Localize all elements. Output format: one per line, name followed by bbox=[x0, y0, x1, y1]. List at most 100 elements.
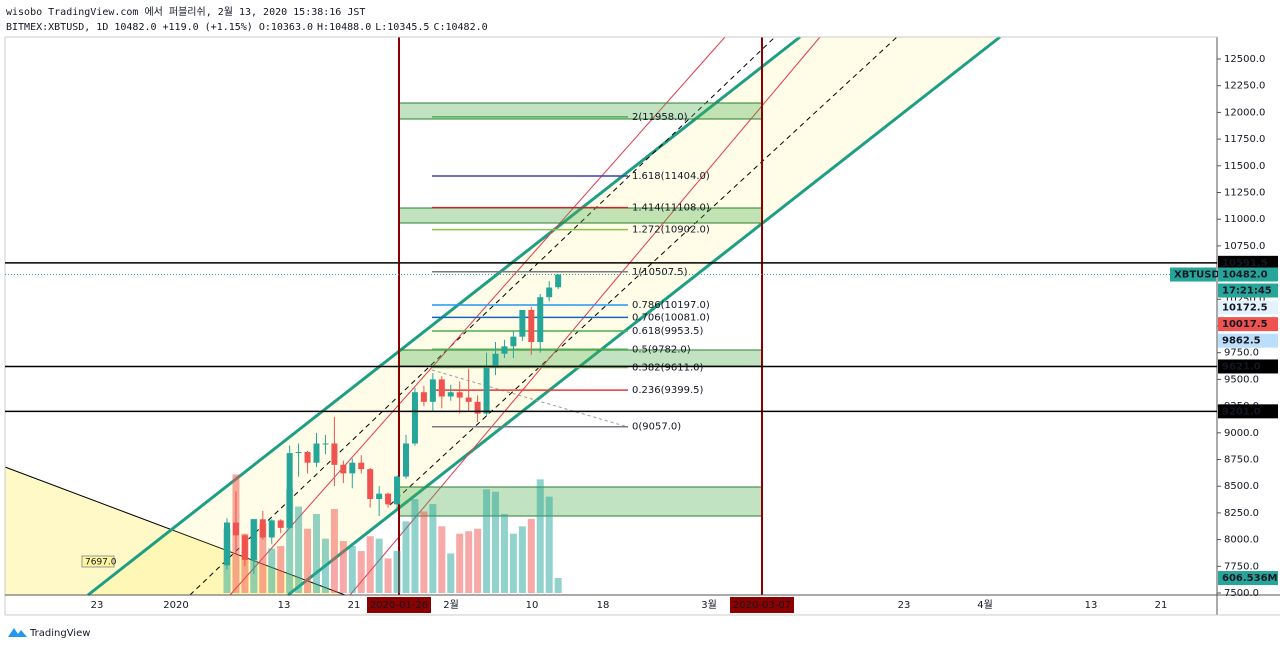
y-tick-label: 11000.0 bbox=[1224, 214, 1265, 225]
candle-body bbox=[259, 519, 266, 538]
header-text: 10482.0 bbox=[114, 22, 156, 33]
x-tick-label: 18 bbox=[597, 600, 610, 611]
fib-label: 2(11958.0) bbox=[632, 112, 688, 123]
fib-label: 0(9057.0) bbox=[632, 422, 681, 433]
candle-body bbox=[268, 520, 275, 538]
candle-body bbox=[376, 493, 383, 500]
hline-tag: 10591.5 bbox=[1222, 258, 1268, 269]
volume-bar bbox=[527, 518, 535, 593]
symbol-name-bg bbox=[1170, 267, 1216, 282]
x-tick-label: 2020 bbox=[163, 600, 188, 611]
volume-bar bbox=[456, 533, 464, 593]
volume-bar bbox=[304, 528, 312, 593]
candle-body bbox=[510, 336, 517, 347]
candle-body bbox=[555, 274, 562, 288]
countdown: 17:21:45 bbox=[1222, 286, 1272, 297]
candle-body bbox=[331, 443, 338, 465]
logo bbox=[8, 628, 27, 637]
y-tick-label: 9500.0 bbox=[1224, 374, 1259, 385]
candle-body bbox=[385, 493, 392, 505]
fib-label: 0.786(10197.0) bbox=[632, 300, 710, 311]
channel-line bbox=[287, 35, 1001, 597]
hline-tag-bg bbox=[1218, 359, 1278, 374]
candle-body bbox=[519, 309, 526, 337]
annotation: 7697.0 bbox=[85, 558, 117, 568]
candle-body bbox=[241, 535, 248, 560]
volume-bar bbox=[465, 531, 473, 593]
y-tick-label: 9750.0 bbox=[1224, 348, 1259, 359]
candle-body bbox=[349, 462, 356, 474]
volume-bar bbox=[268, 548, 276, 593]
volume-bar bbox=[500, 513, 508, 593]
y-tick-label: 11250.0 bbox=[1224, 188, 1265, 199]
red-line bbox=[349, 36, 821, 596]
y-tick-label: 12250.0 bbox=[1224, 81, 1265, 92]
x-tick-label: 3월 bbox=[701, 599, 717, 611]
brand: TradingView bbox=[29, 628, 90, 639]
y-tick-label: 10250.0 bbox=[1224, 294, 1265, 305]
annotation-box bbox=[81, 555, 115, 568]
red-line bbox=[229, 36, 726, 596]
x-tick-label: 13 bbox=[278, 600, 291, 611]
fib-label: 0.382(9611.0) bbox=[632, 363, 704, 374]
candle-body bbox=[232, 522, 239, 536]
volume-bar bbox=[474, 528, 482, 593]
date-tag-bg bbox=[367, 597, 431, 613]
volume-bar bbox=[295, 506, 303, 593]
x-tick-label: 10 bbox=[526, 600, 539, 611]
volume-bar bbox=[375, 538, 383, 593]
y-tick-label: 12000.0 bbox=[1224, 107, 1265, 118]
candle-body bbox=[429, 379, 436, 402]
volume-bar bbox=[545, 496, 553, 593]
ohlc-value: 10482.0 bbox=[445, 22, 487, 33]
date-tag-bg bbox=[730, 597, 794, 613]
volume-bar bbox=[554, 578, 562, 593]
volume-bar bbox=[509, 533, 517, 593]
candle-body bbox=[474, 401, 481, 414]
candle-body bbox=[546, 287, 553, 298]
y-tick-label: 11500.0 bbox=[1224, 161, 1265, 172]
fib-label: 1.414(11108.0) bbox=[632, 203, 710, 214]
symbol-price: 10482.0 bbox=[1222, 270, 1268, 281]
price-tag: 10172.5 bbox=[1222, 303, 1268, 314]
header-text: +119.0 (+1.15%) bbox=[163, 22, 253, 33]
y-tick-label: 7750.0 bbox=[1224, 561, 1259, 572]
candle-body bbox=[403, 443, 409, 477]
y-tick-label: 7500.0 bbox=[1224, 588, 1259, 599]
y-tick-label: 8750.0 bbox=[1224, 455, 1259, 466]
volume-bar bbox=[393, 551, 401, 593]
hline-tag: 9201.0 bbox=[1222, 406, 1261, 417]
volume-bar bbox=[420, 511, 428, 593]
volume-bar bbox=[286, 489, 294, 593]
candle-body bbox=[528, 309, 535, 343]
candle-body bbox=[420, 392, 427, 402]
volume-tag: 606.536M bbox=[1222, 573, 1278, 584]
zone-box bbox=[398, 486, 763, 517]
published: wisobo TradingView.com 에서 퍼블리쉬, 2월 13, 2… bbox=[6, 6, 365, 18]
candle-body bbox=[501, 346, 508, 354]
y-tick-label: 8500.0 bbox=[1224, 481, 1259, 492]
candle-body bbox=[340, 464, 347, 474]
y-tick-label: 9000.0 bbox=[1224, 428, 1259, 439]
dashed-line bbox=[389, 36, 898, 506]
volume-tag-bg bbox=[1218, 571, 1278, 586]
x-tick-label: 21 bbox=[348, 600, 361, 611]
ohlc-key: L: bbox=[375, 22, 387, 33]
y-tick-label: 8000.0 bbox=[1224, 535, 1259, 546]
ohlc-value: 10363.0 bbox=[271, 22, 313, 33]
volume-bar bbox=[277, 546, 285, 593]
x-tick-label: 2월 bbox=[443, 599, 459, 611]
volume-bar bbox=[483, 489, 491, 593]
fib-label: 0.5(9782.0) bbox=[632, 344, 691, 355]
countdown-bg bbox=[1218, 283, 1278, 298]
candle-body bbox=[411, 392, 418, 444]
volume-bar bbox=[357, 551, 365, 593]
fib-label: 1.618(11404.0) bbox=[632, 171, 710, 182]
x-tick-label: 23 bbox=[91, 600, 104, 611]
hline-tag-bg bbox=[1218, 255, 1278, 270]
x-tick-label: 4월 bbox=[977, 599, 993, 611]
price-tag-bg bbox=[1218, 300, 1278, 315]
fib-label: 1.272(10902.0) bbox=[632, 225, 710, 236]
candle-body bbox=[456, 392, 463, 398]
candle-body bbox=[277, 520, 284, 528]
